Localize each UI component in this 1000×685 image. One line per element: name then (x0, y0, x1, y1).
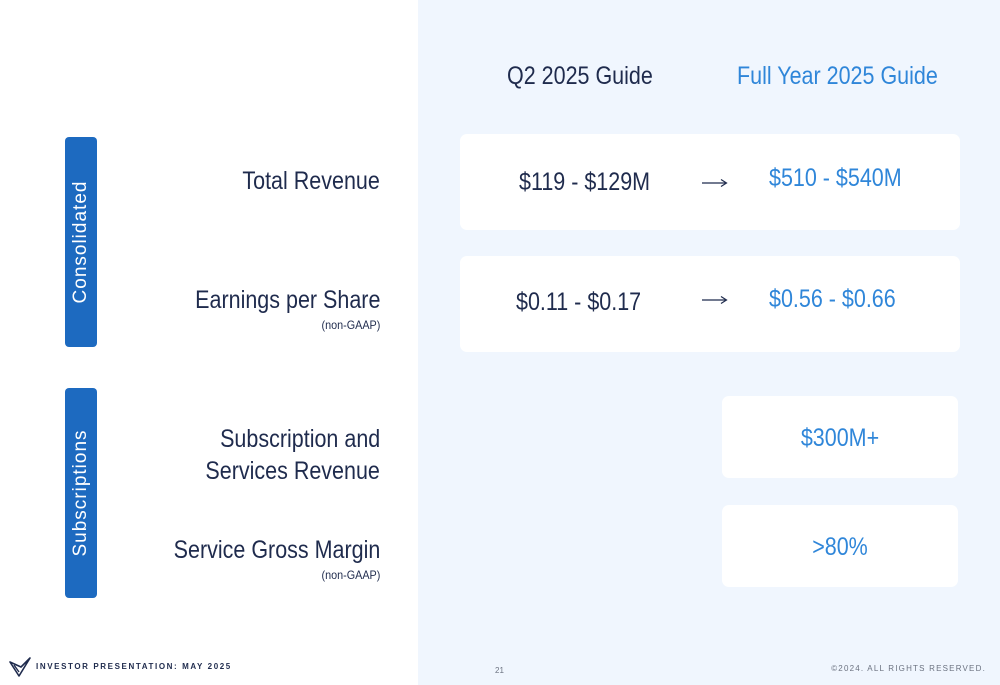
right-arrow-icon (702, 178, 728, 188)
q2-total-revenue: $119 - $129M (519, 168, 651, 196)
row-label-eps: Earnings per Share (194, 286, 380, 314)
fy-service-margin: >80% (812, 533, 868, 561)
section-tab-label: Subscriptions (70, 429, 91, 557)
row-label-service-margin: Service Gross Margin (173, 536, 380, 564)
column-header-q2: Q2 2025 Guide (507, 62, 653, 90)
fy-eps: $0.56 - $0.66 (769, 285, 896, 313)
footer-copyright: ©2024. ALL RIGHTS RESERVED. (831, 664, 986, 673)
row-sublabel-eps: (non-GAAP) (321, 318, 380, 332)
section-tab-consolidated: Consolidated (65, 137, 97, 347)
fy-total-revenue: $510 - $540M (769, 164, 902, 192)
eps-card (460, 256, 960, 352)
total-revenue-card (460, 134, 960, 230)
row-label-subscription-line2: Services Revenue (205, 457, 380, 485)
brand-logo-icon (9, 657, 31, 677)
fy-subscription-revenue: $300M+ (800, 424, 880, 452)
row-label-total-revenue: Total Revenue (242, 167, 380, 195)
row-sublabel-service-margin: (non-GAAP) (321, 568, 380, 582)
section-tab-label: Consolidated (70, 180, 91, 304)
subscription-revenue-card (722, 396, 958, 478)
q2-eps: $0.11 - $0.17 (516, 288, 642, 316)
right-arrow-icon (702, 295, 728, 305)
section-tab-subscriptions: Subscriptions (65, 388, 97, 598)
page-number: 21 (495, 666, 504, 675)
column-header-full-year: Full Year 2025 Guide (737, 62, 938, 90)
footer-presentation-title: INVESTOR PRESENTATION: MAY 2025 (36, 662, 232, 671)
row-label-subscription-line1: Subscription and (219, 425, 380, 453)
service-margin-card (722, 505, 958, 587)
